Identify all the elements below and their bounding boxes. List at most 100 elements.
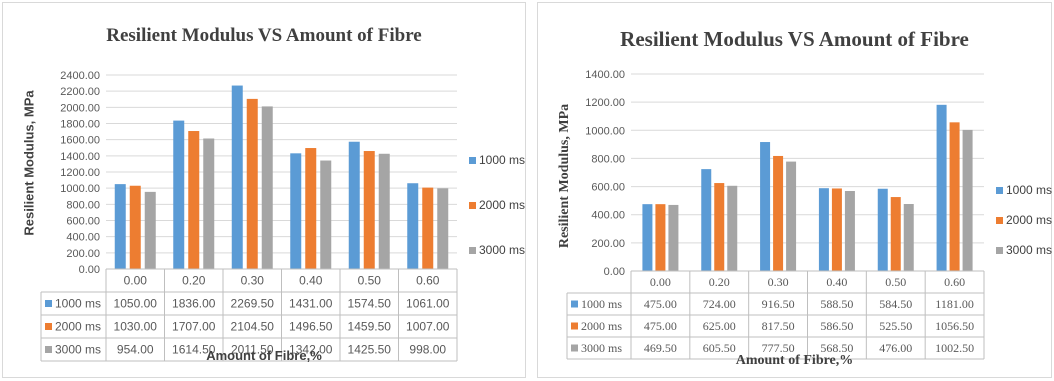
y-tick-label: 800.00 [591, 153, 625, 165]
y-tick-label: 200.00 [591, 238, 625, 250]
legend-label: 3000 ms [479, 243, 526, 257]
bar [890, 197, 901, 271]
bar [422, 187, 434, 269]
data-label: 724.00 [703, 297, 736, 311]
chart-plot-right: 0.00 200.00 400.00 600.00 800.00 1000.00 1200.… [566, 69, 985, 360]
chart-plot-left: 0.00 200.00 400.00 600.00 800.00 1000.00 1200.… [40, 70, 458, 362]
bar [786, 161, 797, 271]
data-label: 1614.50 [172, 343, 216, 357]
y-tick-label: 2000.00 [60, 102, 100, 114]
bar [246, 98, 258, 269]
data-label: 1459.50 [348, 320, 392, 334]
x-axis-label: Amount of Fibre,% [735, 353, 854, 368]
y-tick-label: 2200.00 [60, 86, 100, 98]
data-table [566, 270, 985, 360]
table-legend-key [571, 344, 578, 352]
data-label: 817.50 [762, 319, 795, 333]
data-label: 568.50 [820, 341, 853, 355]
bar [407, 183, 419, 269]
y-tick-label: 0.00 [604, 266, 625, 278]
bar [231, 85, 243, 269]
bar [903, 204, 914, 271]
bar [437, 188, 449, 269]
table-legend-key [571, 300, 578, 308]
data-label: 954.00 [117, 343, 154, 357]
legend-item-1000ms: 1000 ms [469, 153, 525, 167]
bar [642, 204, 653, 271]
legend-label: 3000 ms [1006, 243, 1053, 257]
x-tick-label: 0.00 [124, 274, 148, 288]
y-tick-label: 1000.00 [585, 125, 625, 137]
x-axis-label: Amount of Fibre,% [206, 348, 322, 363]
data-label: 1181.00 [935, 297, 974, 311]
bar [129, 185, 141, 269]
bar [363, 151, 375, 269]
legend-swatch-gray [996, 246, 1003, 254]
y-tick-label: 1200.00 [60, 167, 100, 179]
y-tick-label: 1600.00 [60, 135, 100, 147]
bar [962, 129, 973, 271]
chart-title: Resilient Modulus VS Amount of Fibre [620, 27, 969, 51]
x-tick-label: 0.60 [944, 275, 965, 289]
data-label: 584.50 [879, 297, 912, 311]
x-tick-label: 0.20 [182, 274, 206, 288]
y-tick-label: 1800.00 [60, 119, 100, 131]
data-label: 1496.50 [289, 320, 333, 334]
data-table [40, 268, 458, 362]
data-label: 1836.00 [172, 297, 216, 311]
gridlines [106, 74, 457, 270]
bar [378, 153, 390, 269]
table-legend-key [45, 323, 52, 330]
data-label: 475.00 [644, 297, 677, 311]
legend-swatch-orange [469, 201, 476, 209]
legend-item-2000ms: 2000 ms [996, 213, 1052, 227]
y-tick-label: 1000.00 [60, 183, 100, 195]
x-tick-label: 0.40 [299, 274, 323, 288]
bar [305, 148, 317, 269]
bar [290, 153, 302, 269]
data-label: 1574.50 [348, 297, 392, 311]
bar [844, 191, 855, 271]
bar [949, 122, 960, 271]
data-label: 2104.50 [231, 320, 275, 334]
data-label: 1002.50 [935, 341, 974, 355]
legend-swatch-blue [996, 186, 1003, 194]
bar [877, 188, 888, 271]
bar [831, 188, 842, 271]
x-tick-label: 0.50 [358, 274, 382, 288]
x-tick-label: 0.40 [826, 275, 847, 289]
y-tick-label: 400.00 [66, 232, 100, 244]
y-tick-label: 0.00 [79, 264, 100, 276]
x-tick-label: 0.60 [416, 274, 440, 288]
bar [701, 169, 712, 271]
data-label: 2011.50 [231, 343, 274, 357]
data-label: 475.00 [644, 319, 677, 333]
legend-item-3000ms: 3000 ms [469, 243, 525, 257]
x-tick-label: 0.30 [768, 275, 789, 289]
bar [714, 183, 725, 271]
table-series-label: 2000 ms [581, 319, 622, 333]
gridlines [631, 73, 984, 272]
y-tick-label: 400.00 [591, 210, 625, 222]
data-label: 1007.00 [406, 320, 450, 334]
table-legend-key [45, 346, 52, 353]
y-tick-label: 200.00 [66, 248, 100, 260]
data-label: 1342.00 [289, 343, 333, 357]
data-label: 476.00 [879, 341, 912, 355]
y-tick-label: 600.00 [66, 216, 100, 228]
data-label: 1030.00 [114, 320, 158, 334]
data-label: 1425.50 [348, 343, 392, 357]
x-tick-label: 0.20 [709, 275, 730, 289]
bar [261, 106, 273, 269]
data-label: 525.50 [879, 319, 912, 333]
data-label: 998.00 [409, 343, 446, 357]
bar [818, 188, 829, 271]
legend: 1000 ms 2000 ms 3000 ms [469, 153, 525, 288]
data-label: 588.50 [820, 297, 853, 311]
legend-label: 1000 ms [479, 153, 526, 167]
x-tick-label: 0.50 [885, 275, 906, 289]
legend-item-1000ms: 1000 ms [996, 183, 1052, 197]
legend-label: 2000 ms [479, 198, 526, 212]
data-label: 916.50 [762, 297, 795, 311]
data-label: 625.00 [703, 319, 736, 333]
